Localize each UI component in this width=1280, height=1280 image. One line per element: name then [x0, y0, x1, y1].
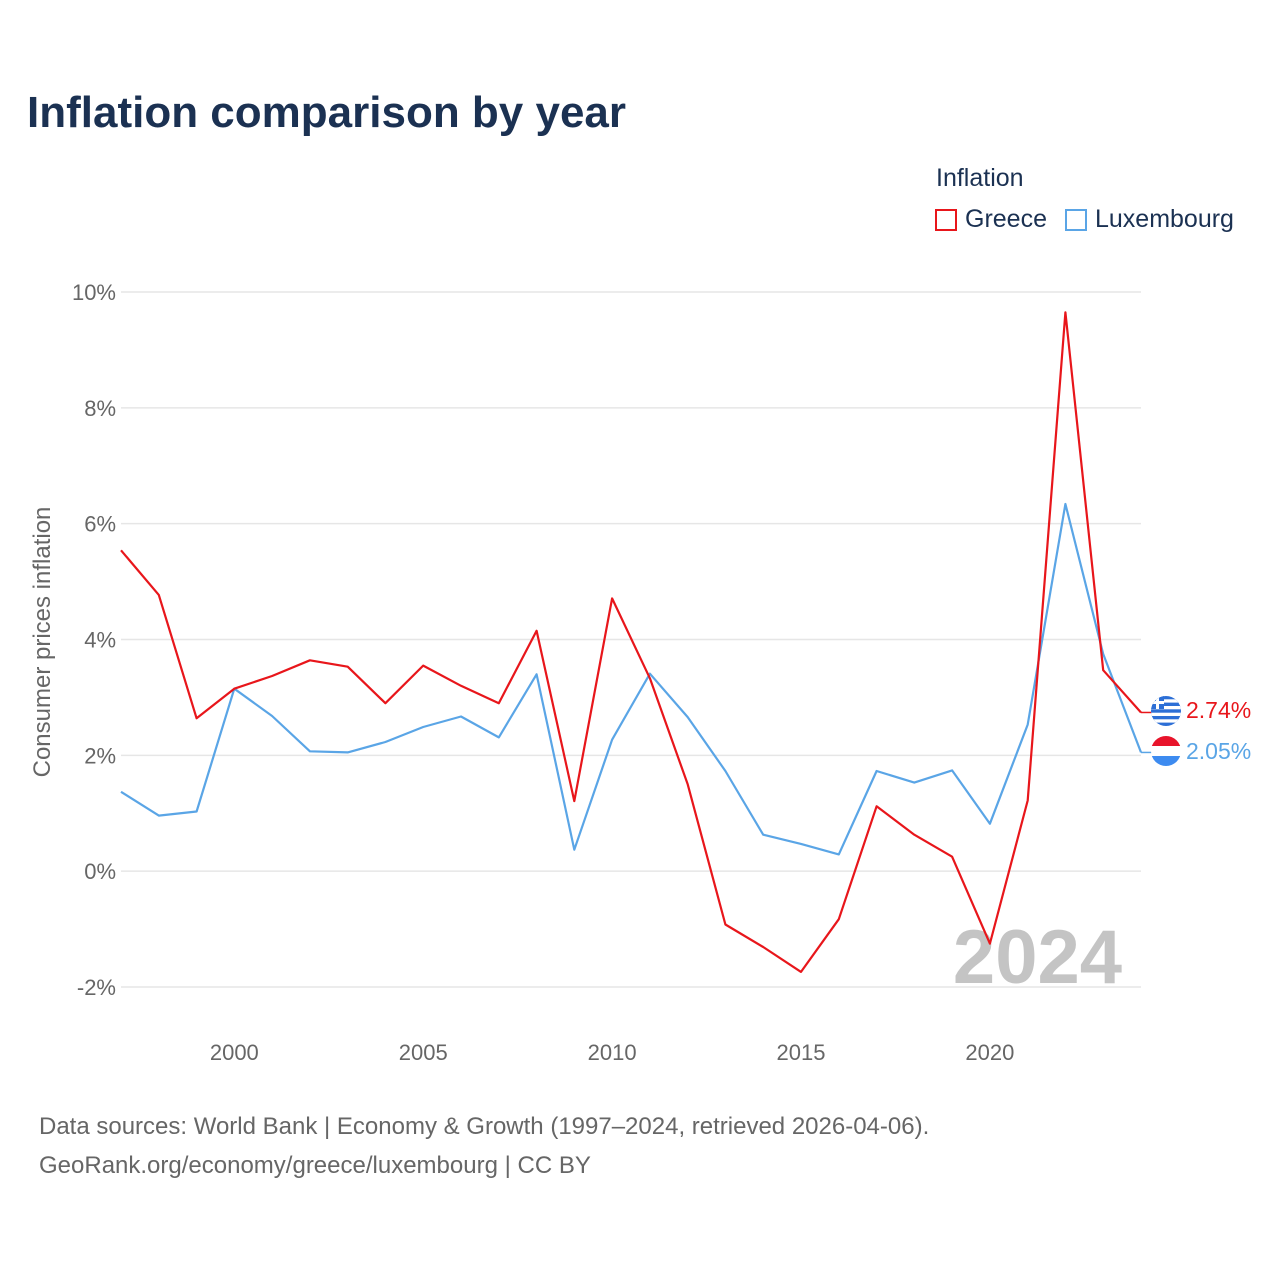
source-note: Data sources: World Bank | Economy & Gro…: [39, 1107, 929, 1185]
y-tick-label: 0%: [84, 859, 116, 884]
y-tick-label: 10%: [72, 280, 116, 305]
legend-item-greece[interactable]: Greece: [935, 205, 1047, 234]
y-axis-label: Consumer prices inflation: [29, 507, 56, 778]
series-line-greece[interactable]: [120, 311, 1142, 974]
x-tick-label: 2010: [588, 1040, 637, 1065]
legend-swatch-luxembourg: [1064, 208, 1087, 231]
legend-item-luxembourg[interactable]: Luxembourg: [1064, 205, 1234, 234]
legend-label-greece: Greece: [965, 205, 1047, 233]
end-markers: 2.74% 2.05%: [1151, 696, 1251, 766]
y-tick-label: 2%: [84, 743, 116, 768]
legend-swatch-greece: [935, 208, 957, 231]
series-lines: [120, 311, 1152, 974]
luxembourg-end-value: 2.05%: [1186, 738, 1251, 764]
x-tick-label: 2005: [399, 1040, 448, 1065]
x-axis-ticks: 2000 2005 2010 2015 2020: [210, 1040, 1015, 1065]
source-line-1[interactable]: Data sources: World Bank | Economy & Gro…: [39, 1113, 930, 1140]
x-tick-label: 2020: [965, 1040, 1014, 1065]
x-tick-label: 2015: [777, 1040, 826, 1065]
current-year-watermark: 2024: [953, 915, 1122, 1000]
greece-flag-icon: [1151, 696, 1181, 726]
legend-title: Inflation: [936, 164, 1024, 192]
greece-end-value: 2.74%: [1186, 697, 1251, 723]
chart-title: Inflation comparison by year: [27, 88, 627, 137]
y-tick-label: -2%: [77, 975, 116, 1000]
luxembourg-flag-icon: [1151, 736, 1181, 766]
legend: Greece Luxembourg: [935, 205, 1252, 234]
y-axis-ticks: 10% 8% 6% 4% 2% 0% -2%: [72, 280, 116, 1000]
y-tick-label: 8%: [84, 396, 116, 421]
x-tick-label: 2000: [210, 1040, 259, 1065]
y-tick-label: 4%: [84, 628, 116, 653]
source-line-2[interactable]: GeoRank.org/economy/greece/luxembourg | …: [39, 1152, 591, 1179]
y-tick-label: 6%: [84, 512, 116, 537]
series-line-luxembourg[interactable]: [120, 502, 1143, 856]
legend-label-luxembourg: Luxembourg: [1094, 205, 1234, 233]
